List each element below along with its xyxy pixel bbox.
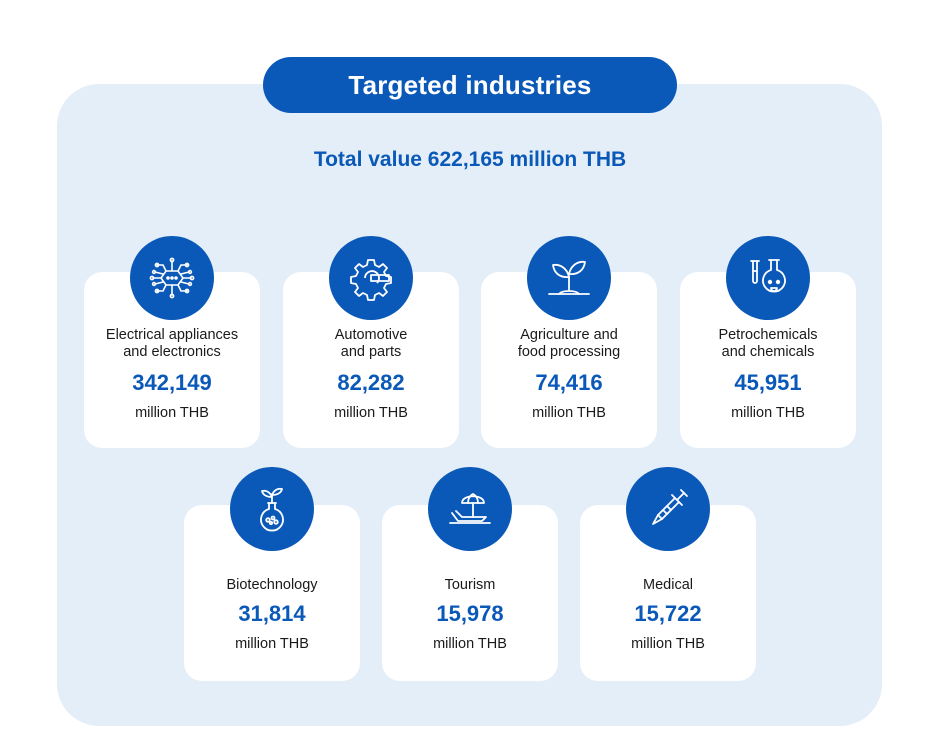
industry-unit: million THB	[731, 405, 805, 421]
beach-umbrella-icon	[428, 467, 512, 551]
industry-unit: million THB	[631, 636, 705, 652]
flask-icon	[726, 236, 810, 320]
industry-value: 342,149	[132, 370, 212, 395]
industry-unit: million THB	[235, 636, 309, 652]
industry-value: 15,978	[436, 601, 504, 626]
gear-wrench-icon	[329, 236, 413, 320]
industry-name: Agriculture and food processing	[517, 327, 621, 360]
industry-unit: million THB	[532, 405, 606, 421]
industry-value: 74,416	[535, 370, 603, 395]
industry-unit: million THB	[334, 405, 408, 421]
industry-unit: million THB	[135, 405, 209, 421]
circuit-chip-icon	[130, 236, 214, 320]
industry-value: 45,951	[734, 370, 802, 395]
industry-name: Tourism	[444, 577, 496, 593]
industry-unit: million THB	[433, 636, 507, 652]
industry-value: 15,722	[634, 601, 702, 626]
biotech-flask-icon	[230, 467, 314, 551]
industry-name: Biotechnology	[226, 577, 318, 593]
page-title: Targeted industries	[263, 57, 677, 113]
industry-value: 82,282	[337, 370, 405, 395]
industry-name: Medical	[643, 577, 693, 593]
industry-name: Petrochemicals and chemicals	[718, 327, 818, 360]
sprout-icon	[527, 236, 611, 320]
industry-name: Electrical appliances and electronics	[105, 327, 239, 360]
industry-value: 31,814	[238, 601, 306, 626]
syringe-icon	[626, 467, 710, 551]
total-value: Total value 622,165 million THB	[313, 148, 627, 171]
industry-name: Automotive and parts	[334, 327, 408, 360]
